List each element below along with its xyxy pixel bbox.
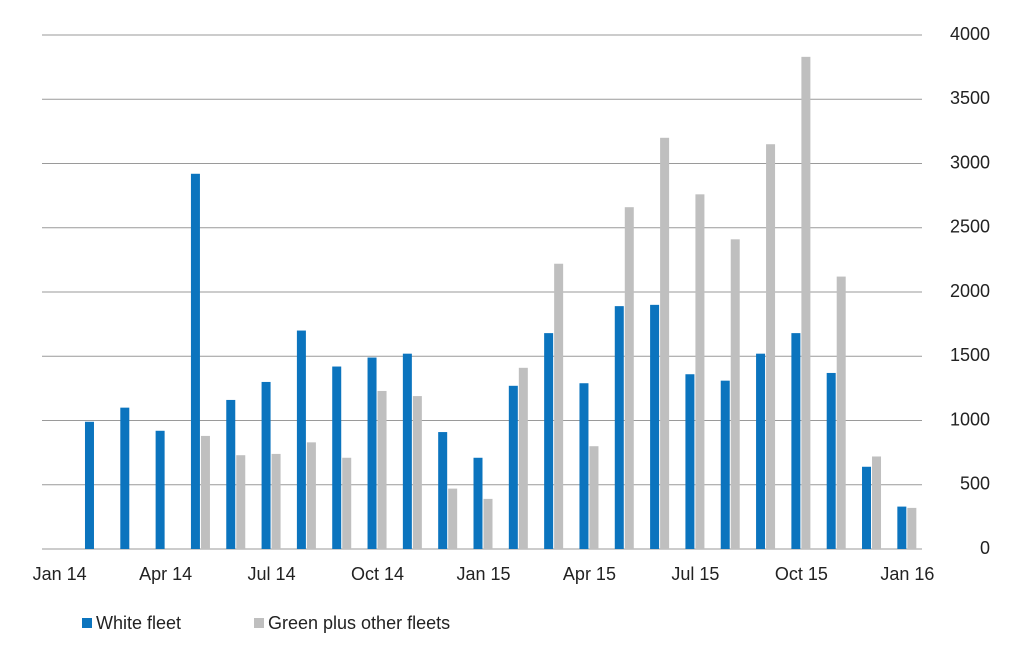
bar	[155, 430, 165, 549]
x-tick-label: Oct 14	[351, 564, 404, 584]
bar	[332, 366, 342, 549]
bar	[660, 137, 670, 550]
y-tick-label: 4000	[950, 24, 990, 44]
bar	[236, 455, 246, 549]
bar	[120, 407, 130, 549]
bar	[579, 383, 589, 549]
bar	[650, 304, 660, 549]
bar	[402, 353, 412, 549]
bar	[438, 432, 448, 549]
bar	[306, 442, 316, 549]
y-tick-label: 0	[980, 538, 990, 558]
bar	[554, 263, 564, 549]
x-tick-label: Jul 15	[671, 564, 719, 584]
bar	[614, 306, 624, 549]
legend-label: Green plus other fleets	[268, 613, 450, 633]
bar	[261, 381, 271, 549]
y-tick-label: 2500	[950, 217, 990, 237]
bar	[720, 380, 730, 549]
bar	[897, 506, 907, 549]
bar	[791, 333, 801, 549]
x-tick-label: Apr 15	[563, 564, 616, 584]
y-tick-label: 1500	[950, 345, 990, 365]
bar	[84, 421, 94, 549]
bar	[756, 353, 766, 549]
bar	[412, 396, 422, 549]
bar	[589, 446, 599, 549]
bar	[872, 456, 882, 549]
bar	[730, 239, 740, 549]
y-tick-label: 500	[960, 474, 990, 494]
bar	[862, 466, 872, 549]
x-tick-label: Oct 15	[775, 564, 828, 584]
y-tick-label: 1000	[950, 409, 990, 429]
bar	[200, 435, 210, 549]
bar	[826, 372, 836, 549]
bar	[836, 276, 846, 549]
bar	[544, 333, 554, 549]
bar	[377, 390, 387, 549]
x-tick-label: Jan 15	[456, 564, 510, 584]
bar	[473, 457, 483, 549]
legend-swatch	[254, 618, 264, 628]
bar	[271, 453, 281, 549]
y-tick-label: 3000	[950, 152, 990, 172]
x-tick-label: Jan 16	[880, 564, 934, 584]
bar	[508, 385, 518, 549]
x-tick-label: Jul 14	[248, 564, 296, 584]
bar	[624, 207, 634, 549]
bar	[296, 330, 306, 549]
bar	[801, 56, 811, 549]
y-tick-label: 3500	[950, 88, 990, 108]
x-tick-label: Jan 14	[33, 564, 87, 584]
bar	[483, 498, 493, 549]
bar	[907, 507, 917, 549]
legend-label: White fleet	[96, 613, 181, 633]
bar	[766, 144, 776, 549]
bar	[190, 173, 200, 549]
legend-swatch	[82, 618, 92, 628]
y-tick-label: 2000	[950, 281, 990, 301]
bar	[448, 488, 458, 549]
bar	[342, 457, 352, 549]
bar	[367, 357, 377, 549]
bar	[695, 194, 705, 549]
bar	[226, 399, 236, 549]
bar	[518, 367, 528, 549]
x-tick-label: Apr 14	[139, 564, 192, 584]
bar	[685, 374, 695, 549]
